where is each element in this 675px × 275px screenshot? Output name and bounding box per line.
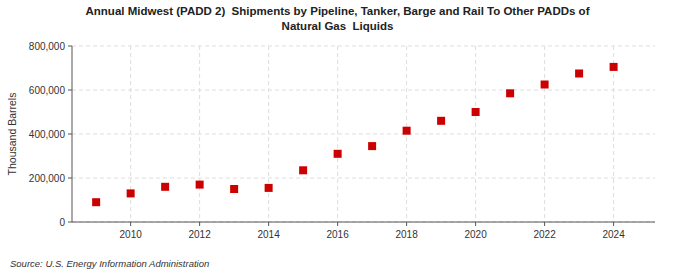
grid-line-y [72,222,655,223]
title: Annual Midwest (PADD 2) Shipments by Pip… [86,5,590,32]
y-tick [68,90,72,91]
x-tick-label: 2012 [189,229,212,240]
grid-line-x [268,46,269,222]
source: Source: U.S. Energy Information Administ… [10,258,209,269]
point [368,142,376,150]
point [437,117,445,125]
point [196,181,204,189]
point [299,166,307,174]
x-tick [613,222,614,226]
point [334,150,342,158]
x-tick [268,222,269,226]
y-tick [68,134,72,135]
y-tick-label: 400,000 [29,129,66,140]
x-tick-label: 2024 [602,229,625,240]
y-tick [68,178,72,179]
y-tick [68,46,72,47]
x-tick-label: 2018 [395,229,418,240]
points [92,63,617,206]
x-tick-label: 2022 [533,229,556,240]
y-tick-label: 200,000 [29,173,66,184]
x-tick [544,222,545,226]
grid-line-x [613,46,614,222]
y-tick-label: 800,000 [29,41,66,52]
grid-line-x [475,46,476,222]
y-tick [68,222,72,223]
grid [72,46,655,222]
x-tick [406,222,407,226]
y-tick-label: 600,000 [29,85,66,96]
point [127,189,135,197]
point [230,185,238,193]
grid-line-y [72,90,655,91]
grid-line-x [199,46,200,222]
point [403,127,411,135]
x-tick [475,222,476,226]
x-tick-label: 2016 [327,229,350,240]
point [265,184,273,192]
grid-line-x [337,46,338,222]
x-tick-label: 2020 [464,229,487,240]
title-line: Natural Gas Liquids [282,20,394,32]
x-tick [337,222,338,226]
x-tick-label: 2010 [120,229,143,240]
grid-line-y [72,134,655,135]
point [541,81,549,89]
point [610,63,618,71]
grid-line-y [72,46,655,47]
x-tick [130,222,131,226]
point [575,70,583,78]
point [472,108,480,116]
point [92,198,100,206]
point [506,89,514,97]
y-axis-label: Thousand Barrels [6,93,18,176]
grid-line-x [544,46,545,222]
title-line: Annual Midwest (PADD 2) Shipments by Pip… [86,5,590,17]
point [161,183,169,191]
x-axis-line [72,222,655,223]
chart: Annual Midwest (PADD 2) Shipments by Pip… [0,0,675,275]
x-tick-label: 2014 [258,229,281,240]
grid-line-y [72,178,655,179]
x-tick [199,222,200,226]
y-tick-label: 0 [59,217,65,228]
